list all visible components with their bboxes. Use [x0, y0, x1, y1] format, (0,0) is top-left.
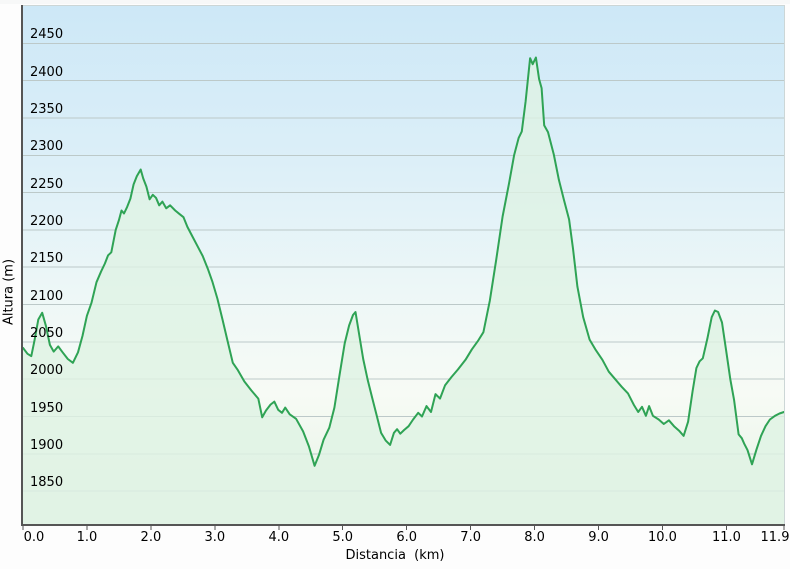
x-axis-title: Distancia (km)	[345, 548, 445, 563]
elevation-line	[22, 56, 785, 467]
window-edge	[0, 0, 790, 4]
elevation-area	[23, 57, 784, 524]
y-axis-title: Altura (m)	[1, 258, 17, 326]
